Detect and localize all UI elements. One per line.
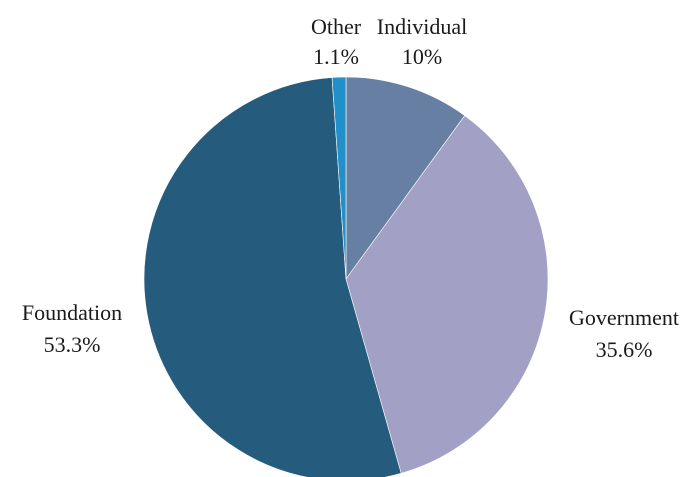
pie-labels: Individual 10% Government 35.6% Foundation 53… [22,14,679,362]
slice-value-individual: 10% [402,44,442,69]
pie-slice-government [345,115,549,474]
slice-label-individual: Individual [377,14,467,39]
slice-label-foundation: Foundation [22,300,122,325]
slice-value-government: 35.6% [596,337,653,362]
slice-label-other: Other [311,14,362,39]
pie-slice-individual [345,76,466,280]
pie-slices [143,76,549,477]
slice-value-other: 1.1% [313,44,359,69]
slice-label-government: Government [569,305,679,330]
slice-value-foundation: 53.3% [44,332,101,357]
pie-slice-other [331,76,347,280]
